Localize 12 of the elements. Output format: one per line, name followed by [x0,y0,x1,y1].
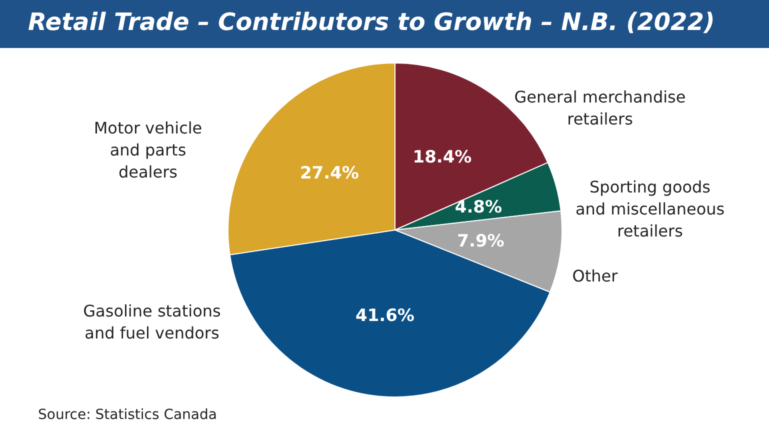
slice-label: Motor vehicle and parts dealers [94,118,202,182]
data-label: 4.8% [454,197,502,218]
data-label: 18.4% [412,148,472,168]
slice-label: Other [572,266,618,286]
data-label: 41.6% [355,306,414,326]
slice-label: Sporting goods and miscellaneous retailers [575,178,725,240]
source-note: Source: Statistics Canada [38,407,217,423]
slice-label: General merchandise retailers [514,88,686,128]
data-label: 7.9% [457,232,504,252]
slice-label: Gasoline stations and fuel vendors [83,302,221,342]
data-label: 27.4% [300,164,359,184]
chart-title: Retail Trade – Contributors to Growth – N.B. (2022) [28,8,715,36]
